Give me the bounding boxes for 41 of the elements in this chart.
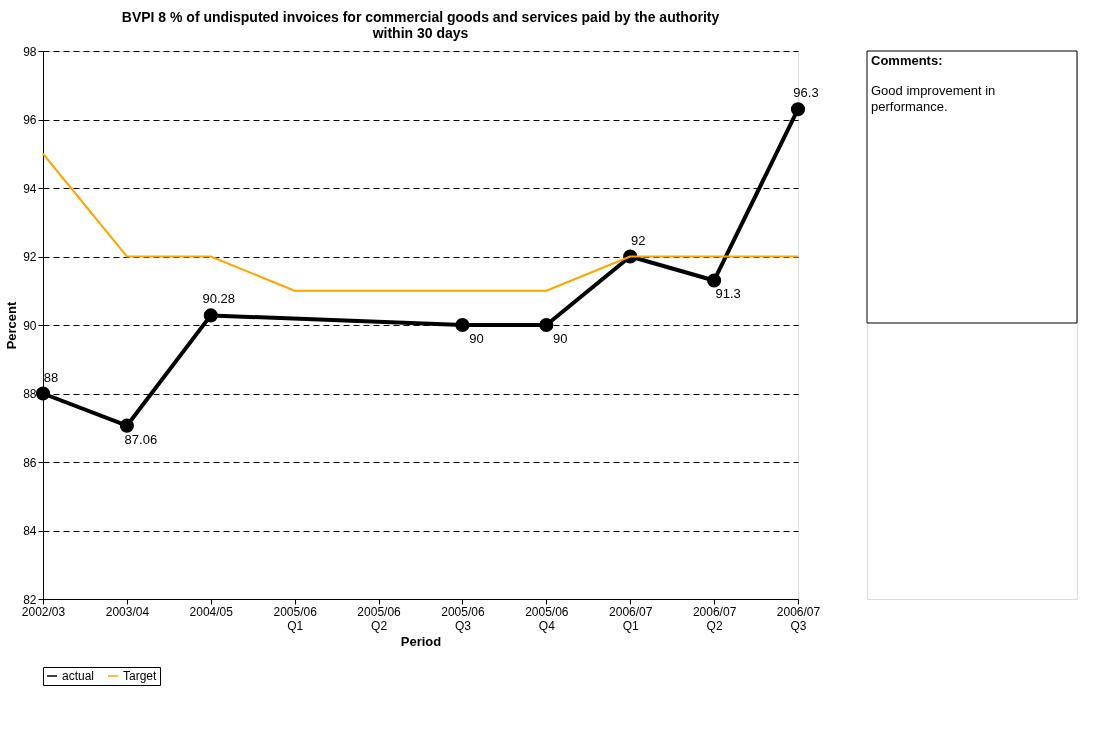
point — [455, 317, 470, 333]
data-label: 90.28 — [202, 291, 236, 307]
y-tick-label: 90 — [23, 318, 37, 333]
point — [790, 102, 806, 117]
y-tick-label: 88 — [23, 387, 37, 401]
x-tick-label: 2005/06 Q1 — [273, 604, 318, 633]
y-tick-label: 86 — [23, 455, 37, 470]
chart-title: BVPI 8 % of undisputed invoices for commercial goods and services paid by the authority within 30 days — [121, 9, 720, 41]
data-label: 92 — [630, 232, 646, 248]
y-tick-label: 82 — [23, 592, 37, 607]
x-tick-label: 2006/07 Q1 — [609, 604, 653, 633]
text: Comments: — [871, 53, 943, 68]
text: Good improvement in performance. — [871, 83, 996, 114]
point — [119, 418, 134, 433]
x-axis-title: Period — [400, 633, 442, 649]
point — [707, 273, 722, 288]
x-tick-label: 2004/05 — [189, 604, 234, 619]
point — [539, 317, 554, 333]
y-tick-label: 92 — [23, 250, 37, 264]
data-label: 91.3 — [715, 286, 741, 302]
legend-label: Target — [123, 669, 158, 683]
point — [203, 308, 218, 323]
point — [35, 386, 51, 401]
data-label: 88 — [43, 369, 59, 385]
data-label: 90 — [553, 331, 568, 346]
data-label: 96.3 — [793, 85, 819, 101]
y-tick-label: 96 — [23, 113, 37, 127]
data-label: 87.06 — [124, 431, 158, 447]
legend-label: actual — [62, 669, 95, 683]
y-axis-title: Percent — [4, 300, 20, 350]
x-tick-label: 2003/04 — [105, 604, 150, 619]
data-label: 90 — [469, 331, 484, 346]
y-tick-label: 84 — [23, 524, 37, 538]
x-tick-label: 2005/06 Q3 — [441, 604, 485, 633]
x-tick-label: 2005/06 Q4 — [525, 604, 569, 633]
y-tick-label: 94 — [23, 181, 37, 196]
x-tick-label: 2006/07 Q3 — [776, 604, 821, 633]
x-tick-label: 2006/07 Q2 — [692, 604, 737, 633]
x-tick-label: 2005/06 Q2 — [357, 604, 402, 633]
x-tick-label: 2002/03 — [21, 604, 66, 619]
y-tick-label: 98 — [23, 44, 37, 59]
